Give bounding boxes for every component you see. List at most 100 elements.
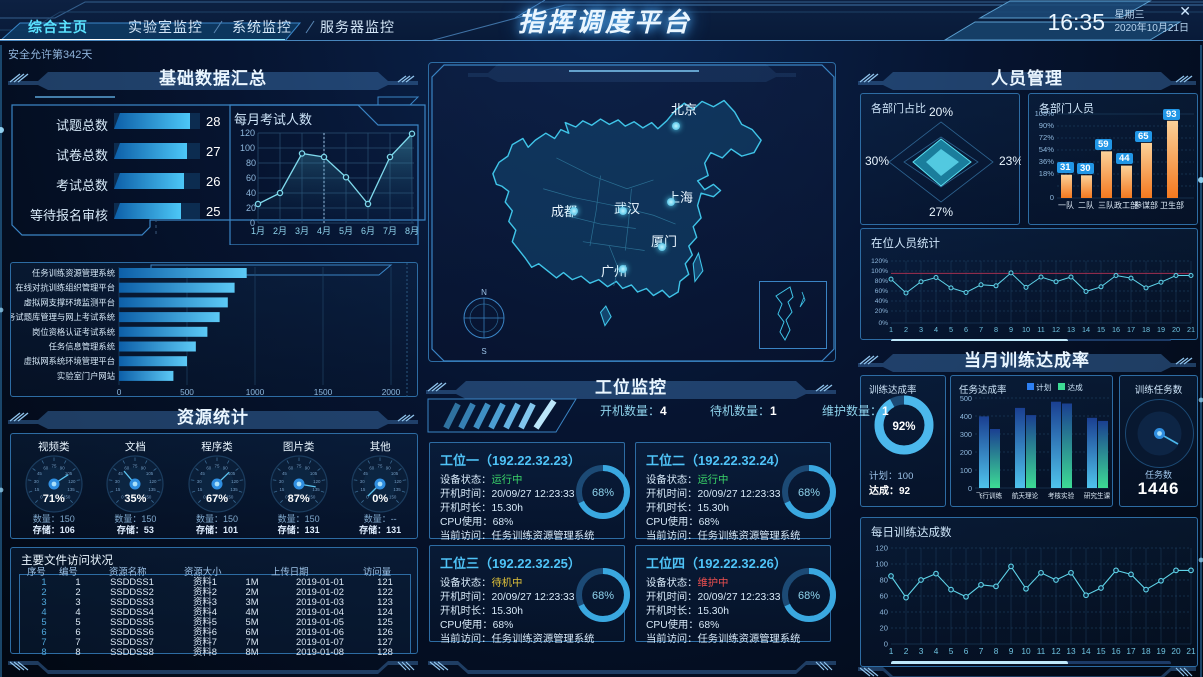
svg-text:20%: 20% (929, 105, 953, 119)
svg-text:60: 60 (206, 466, 211, 471)
svg-text:20: 20 (1172, 325, 1180, 334)
svg-text:1000: 1000 (246, 387, 265, 397)
svg-text:90: 90 (223, 466, 228, 471)
svg-text:12: 12 (1052, 325, 1060, 334)
svg-text:135: 135 (149, 487, 157, 492)
svg-text:19: 19 (1157, 325, 1165, 334)
svg-text:105: 105 (310, 471, 318, 476)
svg-text:54%: 54% (1039, 145, 1054, 154)
svg-text:30: 30 (360, 479, 365, 484)
svg-text:8: 8 (994, 646, 999, 656)
svg-text:72%: 72% (1039, 133, 1054, 142)
svg-text:92%: 92% (892, 421, 915, 433)
svg-text:105: 105 (146, 471, 154, 476)
svg-text:60: 60 (880, 591, 888, 600)
svg-text:在线对抗训练组织管理平台: 在线对抗训练组织管理平台 (15, 283, 115, 293)
svg-text:45: 45 (363, 471, 368, 476)
svg-text:105: 105 (228, 471, 236, 476)
svg-text:75: 75 (296, 464, 301, 469)
svg-text:6: 6 (964, 325, 968, 334)
svg-text:20%: 20% (875, 308, 888, 315)
svg-text:75: 75 (215, 464, 220, 469)
svg-text:68%: 68% (592, 487, 614, 499)
svg-text:40: 40 (880, 607, 888, 616)
svg-text:500: 500 (960, 394, 972, 403)
svg-text:200: 200 (960, 448, 972, 457)
svg-text:6月: 6月 (361, 226, 375, 236)
svg-text:5: 5 (949, 646, 954, 656)
svg-text:100%: 100% (871, 268, 888, 275)
svg-text:航天理论: 航天理论 (1012, 491, 1039, 500)
svg-text:105: 105 (391, 471, 399, 476)
svg-text:资料8: 资料8 (193, 646, 217, 657)
svg-text:任务训练资源管理系统: 任务训练资源管理系统 (32, 268, 115, 278)
svg-text:120: 120 (313, 479, 321, 484)
svg-text:0%: 0% (878, 320, 888, 327)
svg-text:90%: 90% (1039, 121, 1054, 130)
svg-text:45: 45 (282, 471, 287, 476)
svg-text:10: 10 (1021, 646, 1031, 656)
svg-text:90: 90 (60, 466, 65, 471)
svg-text:4: 4 (934, 325, 938, 334)
svg-text:45: 45 (118, 471, 123, 476)
svg-text:19: 19 (1156, 646, 1166, 656)
svg-text:12: 12 (1051, 646, 1061, 656)
svg-text:8M: 8M (245, 646, 258, 657)
svg-text:15: 15 (116, 487, 121, 492)
svg-text:2019-01-08: 2019-01-08 (296, 646, 344, 657)
svg-text:13: 13 (1066, 646, 1076, 656)
svg-text:8月: 8月 (405, 226, 419, 236)
svg-text:90: 90 (304, 466, 309, 471)
svg-text:30: 30 (197, 479, 202, 484)
svg-text:120%: 120% (871, 258, 888, 265)
svg-text:2月: 2月 (273, 226, 287, 236)
svg-text:135: 135 (394, 487, 402, 492)
svg-text:30%: 30% (865, 154, 889, 168)
svg-text:120: 120 (150, 479, 158, 484)
svg-text:2000: 2000 (382, 387, 401, 397)
svg-text:5: 5 (949, 325, 953, 334)
svg-text:100: 100 (875, 559, 888, 568)
svg-text:45: 45 (200, 471, 205, 476)
svg-text:60: 60 (125, 466, 130, 471)
svg-text:135: 135 (312, 487, 320, 492)
svg-text:7月: 7月 (383, 226, 397, 236)
svg-text:300: 300 (960, 430, 972, 439)
svg-text:30: 30 (115, 479, 120, 484)
svg-text:30: 30 (34, 479, 39, 484)
svg-text:虚拟网系统环境管理平台: 虚拟网系统环境管理平台 (24, 356, 115, 366)
svg-text:18%: 18% (1039, 169, 1054, 178)
svg-text:80%: 80% (875, 278, 888, 285)
svg-text:108%: 108% (1035, 109, 1055, 118)
svg-text:120: 120 (394, 479, 402, 484)
svg-text:15: 15 (197, 487, 202, 492)
svg-text:13: 13 (1067, 325, 1075, 334)
svg-text:15: 15 (361, 487, 366, 492)
svg-text:3月: 3月 (295, 226, 309, 236)
svg-text:0: 0 (117, 387, 122, 397)
svg-text:120: 120 (240, 128, 255, 138)
svg-text:卫生部: 卫生部 (1160, 200, 1184, 210)
svg-text:120: 120 (68, 479, 76, 484)
svg-text:17: 17 (1126, 646, 1136, 656)
svg-text:15: 15 (1097, 325, 1105, 334)
svg-text:400: 400 (960, 412, 972, 421)
svg-text:2: 2 (904, 325, 908, 334)
svg-text:120: 120 (875, 543, 888, 552)
svg-text:1: 1 (889, 325, 893, 334)
svg-text:120: 120 (231, 479, 239, 484)
svg-text:岗位资格认证考试系统: 岗位资格认证考试系统 (32, 327, 115, 337)
svg-text:20: 20 (246, 203, 256, 213)
svg-text:1月: 1月 (251, 226, 265, 236)
svg-text:60: 60 (288, 466, 293, 471)
svg-text:40%: 40% (875, 298, 888, 305)
svg-text:9: 9 (1009, 325, 1013, 334)
svg-text:68%: 68% (592, 590, 614, 602)
svg-text:8: 8 (41, 646, 46, 657)
svg-text:9: 9 (1009, 646, 1014, 656)
svg-text:105: 105 (65, 471, 73, 476)
svg-text:60: 60 (246, 173, 256, 183)
svg-text:60: 60 (370, 466, 375, 471)
svg-text:N: N (481, 288, 487, 297)
svg-text:任务信息管理系统: 任务信息管理系统 (49, 342, 115, 352)
